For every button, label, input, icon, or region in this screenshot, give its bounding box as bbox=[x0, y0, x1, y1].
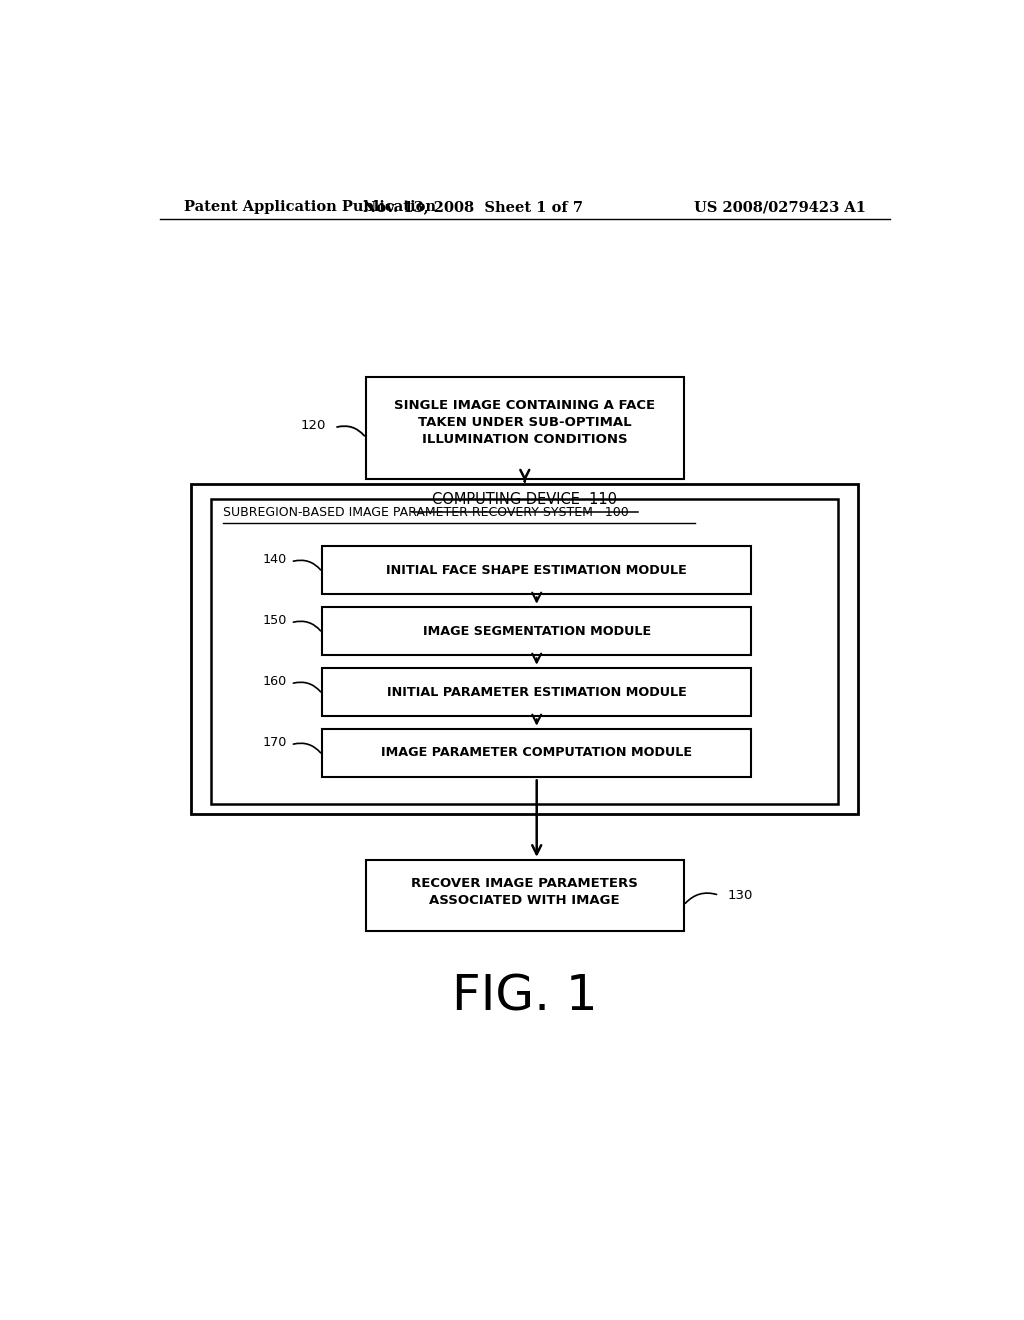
Text: Patent Application Publication: Patent Application Publication bbox=[183, 201, 435, 214]
FancyBboxPatch shape bbox=[323, 729, 751, 777]
Text: COMPUTING DEVICE  110: COMPUTING DEVICE 110 bbox=[432, 492, 617, 507]
FancyBboxPatch shape bbox=[323, 668, 751, 717]
Text: US 2008/0279423 A1: US 2008/0279423 A1 bbox=[694, 201, 866, 214]
FancyBboxPatch shape bbox=[191, 483, 858, 814]
Text: 170: 170 bbox=[262, 737, 287, 750]
Text: IMAGE PARAMETER COMPUTATION MODULE: IMAGE PARAMETER COMPUTATION MODULE bbox=[381, 747, 692, 759]
Text: 130: 130 bbox=[727, 888, 753, 902]
FancyBboxPatch shape bbox=[323, 607, 751, 656]
Text: 150: 150 bbox=[262, 614, 287, 627]
Text: 120: 120 bbox=[301, 420, 327, 432]
FancyBboxPatch shape bbox=[323, 545, 751, 594]
Text: IMAGE SEGMENTATION MODULE: IMAGE SEGMENTATION MODULE bbox=[423, 624, 651, 638]
FancyBboxPatch shape bbox=[211, 499, 839, 804]
Text: RECOVER IMAGE PARAMETERS
ASSOCIATED WITH IMAGE: RECOVER IMAGE PARAMETERS ASSOCIATED WITH… bbox=[412, 878, 638, 907]
Text: INITIAL FACE SHAPE ESTIMATION MODULE: INITIAL FACE SHAPE ESTIMATION MODULE bbox=[386, 564, 687, 577]
Text: INITIAL PARAMETER ESTIMATION MODULE: INITIAL PARAMETER ESTIMATION MODULE bbox=[387, 685, 686, 698]
Text: Nov. 13, 2008  Sheet 1 of 7: Nov. 13, 2008 Sheet 1 of 7 bbox=[364, 201, 584, 214]
Text: 160: 160 bbox=[262, 676, 287, 688]
Text: 140: 140 bbox=[262, 553, 287, 566]
Text: FIG. 1: FIG. 1 bbox=[452, 973, 598, 1020]
Text: SUBREGION-BASED IMAGE PARAMETER RECOVERY SYSTEM   100: SUBREGION-BASED IMAGE PARAMETER RECOVERY… bbox=[223, 506, 629, 519]
Text: SINGLE IMAGE CONTAINING A FACE
TAKEN UNDER SUB-OPTIMAL
ILLUMINATION CONDITIONS: SINGLE IMAGE CONTAINING A FACE TAKEN UND… bbox=[394, 399, 655, 446]
FancyBboxPatch shape bbox=[367, 859, 684, 931]
FancyBboxPatch shape bbox=[367, 378, 684, 479]
